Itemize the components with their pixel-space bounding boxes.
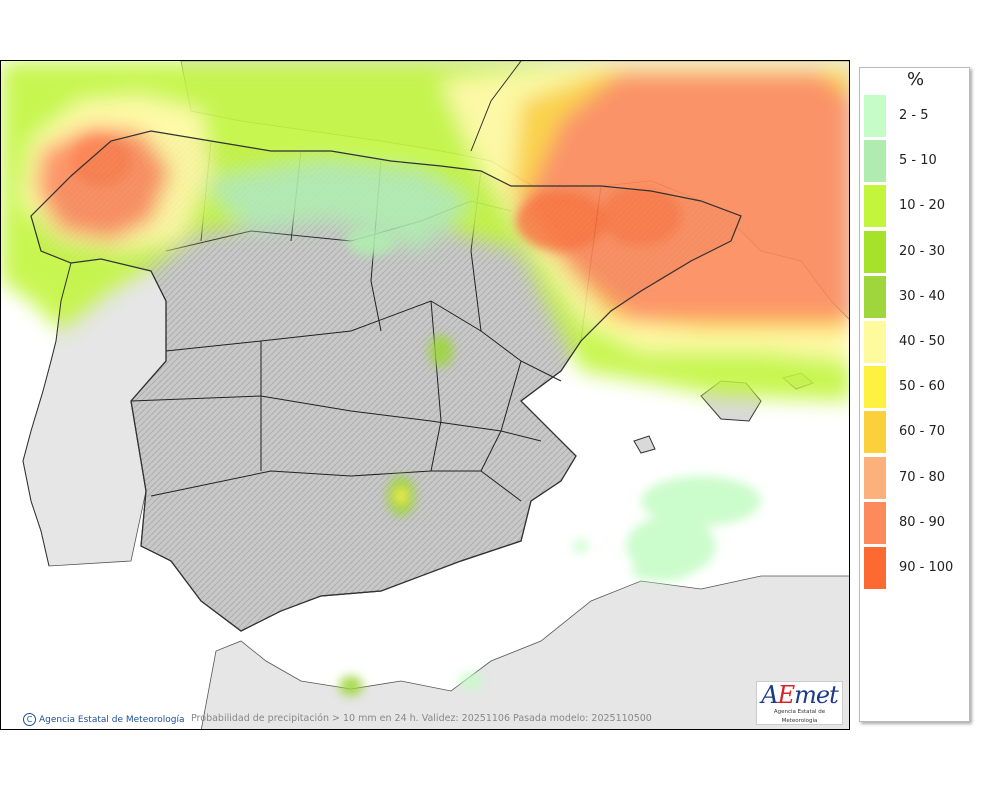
legend-item: 80 - 90 — [863, 501, 968, 544]
probability-overlay — [1, 61, 849, 696]
legend-swatch — [864, 95, 886, 137]
aemet-logo: AEmet Agencia Estatal de Meteorología — [756, 681, 843, 725]
legend-label: 10 - 20 — [899, 198, 946, 214]
legend-swatch — [864, 140, 886, 183]
logo-subtitle: Agencia Estatal de Meteorología — [773, 709, 826, 724]
logo-letters-met: met — [794, 681, 839, 709]
legend-label: 70 - 80 — [899, 469, 946, 485]
legend-swatch — [864, 185, 886, 228]
legend-item: 20 - 30 — [863, 230, 968, 273]
legend-label: 20 - 30 — [899, 243, 946, 259]
legend-item: 10 - 20 — [863, 185, 968, 228]
legend-item: 5 - 10 — [863, 140, 968, 183]
legend-item: 70 - 80 — [863, 456, 968, 499]
map-caption: Probabilidad de precipitación > 10 mm en… — [191, 713, 652, 724]
precipitation-map — [1, 61, 849, 729]
border-france — [470, 61, 522, 152]
legend-swatch — [864, 230, 886, 273]
legend-label: 50 - 60 — [899, 379, 946, 395]
legend-item: 50 - 60 — [863, 366, 968, 409]
logo-letter-a: A — [761, 681, 778, 709]
legend-panel: % 2 - 5 5 - 10 10 - 20 20 - 30 30 - 40 40 - 5… — [859, 67, 970, 722]
coastline-spain — [30, 130, 742, 632]
legend-swatch — [864, 321, 886, 363]
legend-label: 80 - 90 — [899, 514, 946, 530]
legend-swatch — [864, 275, 886, 318]
legend-label: 30 - 40 — [899, 288, 946, 304]
legend-label: 2 - 5 — [899, 108, 929, 123]
legend-item: 40 - 50 — [863, 321, 968, 363]
credit-text: Agencia Estatal de Meteorología — [39, 714, 185, 725]
legend-item: 30 - 40 — [863, 275, 968, 318]
legend-swatch — [864, 501, 886, 544]
land-africa — [200, 575, 849, 729]
legend-item: 2 - 5 — [863, 95, 968, 137]
legend-swatch — [864, 411, 886, 454]
border-portugal — [22, 262, 72, 567]
legend-item: 90 - 100 — [863, 547, 968, 589]
logo-letter-e: E — [777, 681, 796, 709]
legend-swatch — [864, 366, 886, 409]
legend-swatch — [864, 456, 886, 499]
legend-item: 60 - 70 — [863, 411, 968, 454]
legend-title: % — [906, 69, 925, 90]
legend-label: 5 - 10 — [899, 153, 937, 169]
legend-label: 90 - 100 — [899, 560, 954, 575]
copyright-icon: C — [23, 713, 36, 726]
land-ibiza — [633, 435, 656, 454]
legend-label: 60 - 70 — [899, 424, 946, 440]
legend-swatch — [864, 547, 886, 589]
legend-label: 40 - 50 — [899, 334, 946, 349]
map-frame: C Agencia Estatal de Meteorología Probab… — [0, 60, 850, 730]
aemet-credit: C Agencia Estatal de Meteorología — [23, 713, 185, 726]
